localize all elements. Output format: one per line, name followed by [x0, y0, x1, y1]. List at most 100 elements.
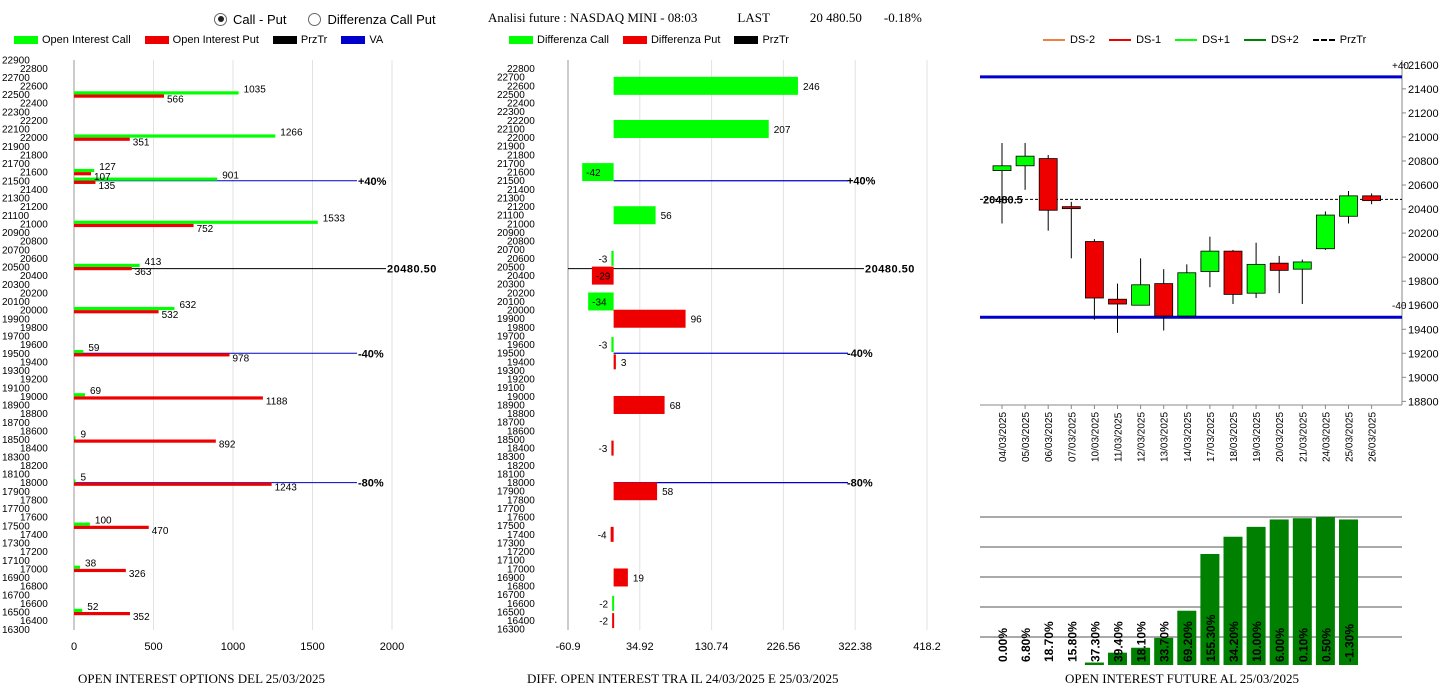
legend-put-swatch	[144, 36, 169, 44]
mid-y-tick: 17400	[507, 530, 535, 541]
left-y-tick: 18700	[2, 418, 30, 429]
mid-y-tick: 20700	[497, 245, 525, 256]
diff-put-bar-label: -3	[598, 444, 607, 455]
candle-body	[1131, 284, 1150, 306]
oi-bar	[1292, 518, 1312, 665]
legend-przTr-swatch	[272, 36, 297, 44]
mid-y-tick: 22700	[497, 73, 525, 84]
radio-differenza-indicator[interactable]	[308, 12, 322, 26]
footer-right: OPEN INTEREST FUTURE AL 25/03/2025	[1065, 671, 1300, 686]
radio-call-put[interactable]: Call - Put	[214, 12, 286, 27]
diff-put-bar	[613, 568, 628, 587]
left-y-tick: 18800	[20, 409, 48, 420]
call-bar	[74, 608, 83, 612]
legend-ds-1: DS-1	[1109, 34, 1161, 46]
candle-x-tick: 17/03/2025	[1206, 412, 1217, 462]
call-bar-label: 1533	[323, 214, 346, 225]
diff-call-bar	[612, 595, 615, 611]
candle-y-tick: 20600	[1408, 180, 1439, 192]
future-candlestick-chart: 18800 19000 19200 19400 19600 19800 20000 20200…	[980, 60, 1439, 462]
call-bar	[74, 306, 175, 311]
mid-y-tick: 18300	[497, 452, 525, 463]
radio-differenza[interactable]: Differenza Call Put	[308, 11, 436, 27]
left-y-tick: 19000	[20, 392, 48, 403]
diff-put-bar	[613, 482, 658, 501]
call-bar-label: 413	[145, 257, 162, 268]
call-bar	[74, 168, 95, 173]
diff-call-bar	[613, 76, 798, 95]
mid-y-tick: 21100	[497, 211, 525, 222]
legend-diff-put-label: Differenza Put	[650, 34, 721, 46]
diff-call-bar-label: -3	[598, 341, 607, 352]
left-y-tick: 19100	[2, 383, 30, 394]
oi-bar	[1223, 536, 1243, 665]
call-bar-label: 127	[99, 162, 116, 173]
legend-va-label: VA	[369, 34, 384, 46]
left-y-tick: 16700	[2, 590, 30, 601]
mid-y-tick: 19500	[497, 349, 525, 360]
mid-y-tick: 21800	[507, 150, 535, 161]
mid-y-tick: 18400	[507, 444, 535, 455]
mid-y-tick: 20800	[507, 237, 535, 248]
put-bar	[74, 396, 263, 400]
candle-body	[1038, 158, 1058, 211]
mid-y-tick: 17500	[497, 521, 525, 532]
left-level-label: +40%	[358, 176, 387, 188]
left-y-tick: 17400	[20, 530, 48, 541]
mid-y-tick: 18100	[497, 469, 525, 480]
radio-differenza-label: Differenza Call Put	[327, 11, 436, 27]
mid-y-tick: 19800	[507, 323, 535, 334]
left-y-tick: 18500	[2, 435, 30, 446]
legend-diff-put-swatch	[622, 36, 647, 44]
left-y-tick: 20100	[2, 297, 30, 308]
mid-y-tick: 18000	[507, 478, 535, 489]
left-y-tick: 19400	[20, 357, 48, 368]
left-y-tick: 17200	[20, 547, 48, 558]
mid-y-tick: 17200	[507, 547, 535, 558]
left-y-tick: 17600	[20, 513, 48, 524]
mid-y-tick: 20400	[507, 271, 535, 282]
legend-przTr: PrzTr	[272, 34, 327, 46]
left-level-label: -40%	[358, 348, 384, 360]
diff-call-bar	[611, 337, 614, 353]
diff-put-bar	[611, 440, 614, 456]
mid-y-tick: 19000	[507, 392, 535, 403]
oi-bar-label: 6.00%	[1273, 628, 1287, 662]
diff-put-bar	[613, 354, 616, 370]
mid-y-tick: 21000	[507, 219, 535, 230]
call-bar-label: 632	[179, 300, 196, 311]
left-y-tick: 21800	[20, 150, 48, 161]
candle-x-tick: 05/03/2025	[1021, 412, 1032, 462]
left-y-tick: 22700	[2, 73, 30, 84]
candle-y-tick: 19000	[1408, 372, 1439, 384]
mid-y-tick: 16500	[497, 607, 525, 618]
put-bar	[74, 482, 272, 486]
radio-call-put-indicator[interactable]	[214, 12, 227, 26]
candle-body	[1339, 195, 1358, 217]
diff-put-bar-label: 58	[662, 487, 674, 498]
candle-x-tick: 25/03/2025	[1345, 412, 1356, 462]
candle-body	[1154, 283, 1174, 317]
legend-call: Open Interest Call	[14, 34, 131, 46]
oi-bar	[1269, 519, 1289, 665]
left-y-tick: 19500	[2, 349, 30, 360]
mid-y-tick: 17800	[507, 495, 535, 506]
put-bar-label: 135	[98, 181, 115, 192]
left-y-tick: 20300	[2, 280, 30, 291]
oi-bar	[1108, 652, 1127, 665]
candle-przTr-label: 20480.5	[983, 194, 1023, 206]
legend-right-przTr-line	[1312, 39, 1335, 41]
mid-y-tick: 22400	[507, 99, 535, 110]
call-bar	[74, 522, 90, 526]
put-bar-label: 752	[197, 224, 214, 235]
legend-call-label: Open Interest Call	[42, 34, 131, 46]
legend-right-przTr: PrzTr	[1312, 34, 1366, 46]
candle-y-tick: 21200	[1408, 108, 1439, 120]
oi-bar-label: 18.70%	[1042, 621, 1056, 662]
mid-x-tick: 130.74	[695, 641, 729, 653]
mid-y-tick: 17100	[497, 556, 525, 567]
oi-bar-label: 10.00%	[1250, 621, 1264, 662]
call-bar-label: 38	[85, 559, 97, 570]
mid-y-tick: 20100	[497, 297, 525, 308]
left-y-tick: 21400	[20, 185, 48, 196]
